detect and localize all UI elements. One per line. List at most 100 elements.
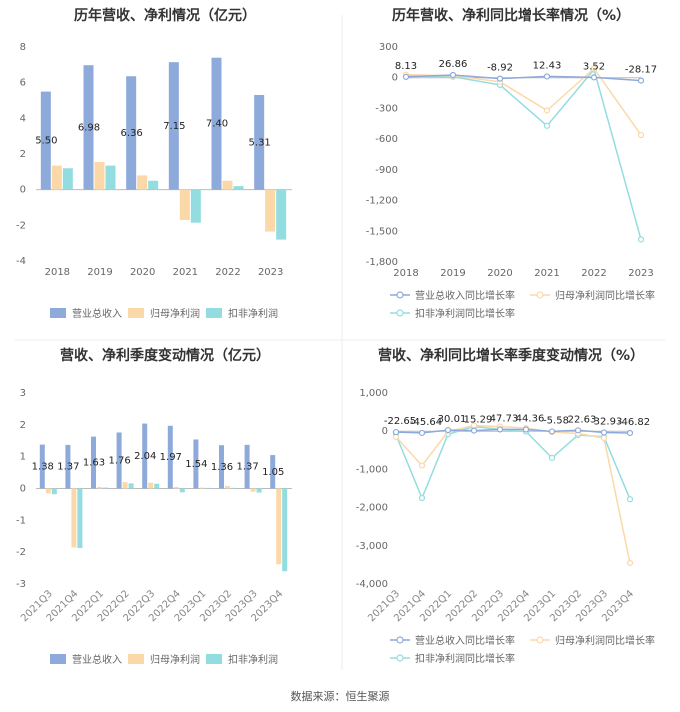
legend-label: 归母净利润同比增长率: [555, 289, 655, 302]
bar-扣非净利润-2021Q3: [51, 488, 57, 495]
legend-label: 扣非净利润: [228, 307, 278, 320]
bar-归母净利润-2020: [137, 175, 148, 190]
bar-营业总收入-2021Q3: [39, 444, 45, 489]
legend-swatch: [50, 654, 66, 664]
bar-归母净利润-2022Q1: [97, 486, 102, 489]
bar-扣非净利润-2020: [148, 180, 159, 190]
bar-扣非净利润-2023Q2: [231, 487, 236, 489]
point-营业总收入同比增长率-2021Q4: [418, 429, 426, 437]
bar-归母净利润-2021Q4: [71, 488, 77, 548]
x-tick-label: 2021: [534, 268, 559, 279]
bar-扣非净利润-2022: [233, 186, 244, 190]
bar-扣非净利润-2022Q2: [128, 483, 134, 489]
point-归母净利润同比增长率-2023Q3: [600, 434, 608, 442]
y-tick-label: 8: [20, 42, 26, 53]
bar-扣非净利润-2023: [276, 189, 287, 240]
data-label: 6.98: [78, 122, 100, 133]
bar-营业总收入-2021: [168, 62, 179, 190]
legend-label: 营业总收入同比增长率: [415, 634, 515, 647]
point-营业总收入同比增长率-2021Q3: [392, 428, 400, 436]
x-tick-label: 2018: [45, 267, 70, 278]
series-line-归母净利润同比增长率: [395, 424, 631, 564]
series-line-营业总收入同比增长率: [395, 428, 631, 434]
y-tick-label: 1,000: [359, 388, 388, 399]
data-label: 1.38: [32, 462, 54, 473]
bar-扣非净利润-2021Q4: [77, 488, 83, 549]
y-tick-label: 0: [382, 426, 388, 437]
data-label: 32.93: [594, 416, 623, 427]
y-tick-label: 0: [392, 73, 398, 84]
x-tick-label: 2022: [581, 268, 606, 279]
y-tick-label: -4: [16, 256, 26, 267]
y-tick-label: -1,000: [356, 464, 388, 475]
y-tick-label: 6: [20, 78, 26, 89]
point-营业总收入同比增长率-2022Q2: [470, 427, 478, 434]
data-label: -8.92: [487, 63, 513, 74]
series-line-营业总收入同比增长率: [405, 74, 642, 82]
x-tick-label: 2019: [87, 267, 112, 278]
point-营业总收入同比增长率-2018: [402, 73, 410, 80]
y-tick-label: 4: [20, 113, 26, 124]
data-label: 30.01: [438, 414, 467, 425]
y-tick-label: 0: [20, 185, 26, 196]
chart-title-2: 营收、净利季度变动情况（亿元）: [60, 347, 270, 364]
data-label: 2.04: [134, 451, 156, 462]
bar-扣非净利润-2022Q3: [154, 483, 160, 489]
data-label: -28.17: [625, 65, 657, 76]
data-label: 1.05: [262, 467, 284, 478]
x-tick-label: 2020: [487, 268, 512, 279]
point-归母净利润同比增长率-2022: [590, 65, 598, 72]
legend-swatch: [128, 308, 144, 318]
bar-归母净利润-2018: [51, 165, 62, 190]
x-tick-label: 2018: [393, 268, 418, 279]
x-tick-label: 2021: [173, 267, 198, 278]
point-扣非净利润同比增长率-2023: [637, 236, 645, 243]
bar-营业总收入-2020: [126, 76, 137, 190]
y-tick-label: -2,000: [356, 503, 388, 514]
point-归母净利润同比增长率-2021Q3: [392, 433, 400, 441]
data-label: 1.37: [57, 462, 79, 473]
point-营业总收入同比增长率-2022Q3: [496, 426, 504, 433]
data-label: -22.65: [384, 416, 416, 427]
bar-营业总收入-2023: [254, 94, 265, 190]
point-营业总收入同比增长率-2022: [590, 74, 598, 81]
legend-label: 扣非净利润同比增长率: [415, 307, 515, 320]
legend-label: 营业总收入: [72, 653, 122, 666]
legend-label: 归母净利润同比增长率: [555, 634, 655, 647]
bar-营业总收入-2022Q3: [142, 423, 148, 489]
point-扣非净利润同比增长率-2023Q1: [548, 454, 556, 462]
data-label: 1.76: [108, 455, 130, 466]
y-tick-label: -1,800: [366, 257, 398, 268]
data-label: 1.36: [211, 462, 233, 473]
y-tick-label: 3: [20, 388, 26, 399]
bar-营业总收入-2022: [211, 57, 222, 190]
data-source: 数据来源：恒生聚源: [290, 690, 390, 703]
y-tick-label: 2: [20, 420, 26, 431]
data-label: 15.29: [464, 415, 493, 426]
bar-归母净利润-2023Q1: [199, 487, 205, 489]
y-tick-label: -3: [16, 579, 26, 590]
y-tick-label: 300: [379, 42, 398, 53]
bar-归母净利润-2022: [222, 180, 233, 190]
bar-营业总收入-2023Q2: [219, 445, 224, 489]
point-归母净利润同比增长率-2021Q4: [418, 462, 426, 469]
bar-扣非净利润-2023Q3: [256, 488, 262, 493]
bar-扣非净利润-2022Q4: [179, 488, 185, 493]
legend-label: 扣非净利润: [228, 653, 278, 666]
chart-title-1: 历年营收、净利同比增长率情况（%）: [392, 7, 630, 24]
data-label: -5.58: [543, 415, 569, 426]
legend-swatch: [206, 308, 222, 318]
data-label: -45.64: [410, 417, 442, 428]
y-tick-label: -2: [16, 220, 26, 231]
data-label: 1.63: [83, 458, 105, 469]
point-营业总收入同比增长率-2022Q1: [444, 426, 452, 434]
y-tick-label: -2: [16, 547, 26, 558]
point-营业总收入同比增长率-2019: [449, 71, 457, 79]
legend-label: 归母净利润: [150, 307, 200, 320]
y-tick-label: 1: [20, 452, 26, 463]
data-label: 47.73: [490, 413, 519, 424]
bar-营业总收入-2018: [40, 91, 51, 190]
bar-归母净利润-2022Q4: [173, 486, 179, 489]
